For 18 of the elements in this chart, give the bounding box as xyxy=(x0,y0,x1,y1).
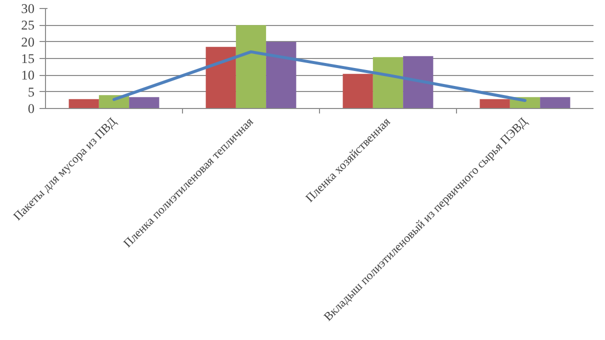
bar xyxy=(342,74,373,108)
y-tick-label: 25 xyxy=(21,18,35,33)
y-tick-label: 10 xyxy=(21,68,35,83)
bar xyxy=(540,97,570,108)
bar xyxy=(403,56,434,108)
y-tick-label: 0 xyxy=(28,101,35,116)
y-tick-label: 15 xyxy=(21,51,35,66)
bar xyxy=(129,97,160,108)
y-tick-label: 5 xyxy=(28,84,35,100)
bar xyxy=(480,99,510,108)
line-series xyxy=(112,50,526,102)
bar xyxy=(372,57,404,108)
y-tick-label: 30 xyxy=(21,1,35,16)
bar xyxy=(206,46,236,108)
y-tick-label: 20 xyxy=(21,34,35,50)
bar xyxy=(266,42,296,108)
bar xyxy=(236,25,266,108)
bar xyxy=(68,99,99,108)
